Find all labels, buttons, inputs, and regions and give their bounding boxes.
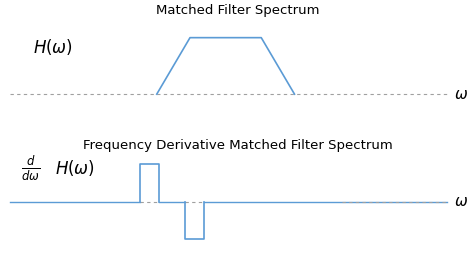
- Text: Matched Filter Spectrum: Matched Filter Spectrum: [156, 4, 319, 17]
- Text: $\omega$: $\omega$: [454, 87, 468, 102]
- Text: $\frac{d}{d\omega}$: $\frac{d}{d\omega}$: [21, 154, 40, 183]
- Text: $\omega$: $\omega$: [454, 194, 468, 209]
- Text: $H(\omega)$: $H(\omega)$: [33, 37, 73, 57]
- Text: $H(\omega)$: $H(\omega)$: [55, 158, 95, 178]
- Text: Frequency Derivative Matched Filter Spectrum: Frequency Derivative Matched Filter Spec…: [83, 139, 392, 151]
